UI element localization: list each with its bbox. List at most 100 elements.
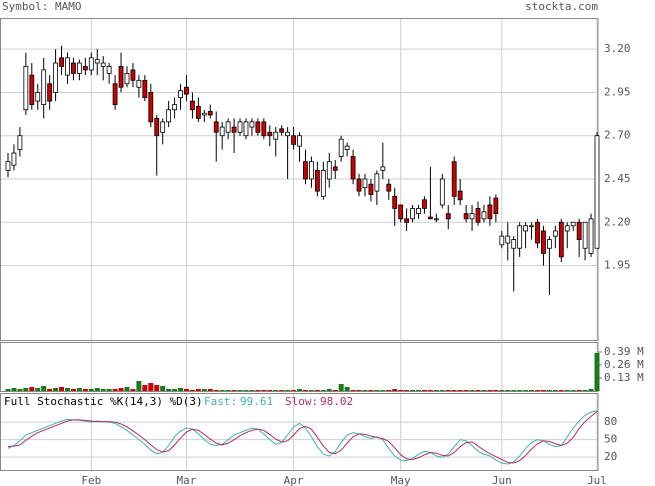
candle-body (291, 135, 296, 145)
volume-bar (291, 390, 297, 391)
candle-body (529, 225, 534, 228)
candle-body (142, 79, 148, 99)
volume-bar (172, 389, 178, 391)
y-tick-label: 50 (604, 433, 617, 446)
candle-body (178, 90, 183, 99)
candle-body (576, 221, 582, 240)
volume-bar (433, 390, 439, 391)
candle-body (172, 104, 177, 111)
stoch-title: Full Stochastic %K(14,3) %D(3) (4, 395, 203, 408)
y-tick-label: 0.13 M (604, 371, 644, 384)
volume-bar (201, 389, 207, 391)
candle-body (320, 169, 326, 197)
candle-body (547, 239, 552, 249)
candle-body (184, 86, 189, 95)
candle-body (481, 211, 487, 220)
volume-bar (267, 390, 273, 391)
candle-body (5, 161, 11, 171)
y-tick-label: 2.70 (604, 129, 631, 142)
volume-bar (106, 389, 112, 391)
volume-bar (499, 390, 505, 391)
volume-bar (505, 390, 511, 391)
volume-bar (249, 390, 255, 391)
volume-bar (558, 390, 564, 391)
candle-body (350, 156, 356, 180)
candle-body (564, 225, 570, 232)
volume-bar (47, 389, 53, 391)
volume-bar (380, 390, 386, 391)
candle-body (570, 221, 576, 227)
slow-label: Slow: (285, 395, 318, 408)
volume-bar (124, 387, 130, 391)
candle-body (386, 183, 392, 192)
candle-body (451, 161, 457, 197)
volume-bar (374, 390, 380, 391)
volume-bar (70, 389, 76, 391)
candle-body (505, 235, 511, 244)
y-tick-label: 2.95 (604, 85, 631, 98)
candle-body (404, 218, 410, 223)
candle-body (356, 178, 362, 192)
candle-body (326, 161, 332, 180)
candle-body (11, 152, 17, 166)
candle-body (439, 178, 445, 206)
candle-body (594, 135, 600, 249)
candle-body (463, 213, 469, 220)
y-tick-label: 20 (604, 450, 617, 463)
volume-bar (535, 390, 541, 391)
volume-bar (76, 388, 82, 391)
candle-body (136, 79, 142, 88)
candle-body (76, 62, 82, 74)
volume-bar (350, 390, 356, 391)
volume-bar (29, 387, 35, 391)
volume-bar (493, 390, 499, 391)
y-tick-label: 1.95 (604, 259, 631, 272)
volume-bar (64, 388, 70, 391)
candle-body (523, 225, 529, 232)
candle-body (469, 213, 475, 220)
candle-body (65, 57, 70, 76)
candle-body (267, 131, 273, 137)
volume-bar (546, 390, 552, 391)
candle-body (380, 166, 386, 171)
candle-body (23, 66, 29, 111)
candle-body (558, 221, 564, 258)
volume-bar (41, 386, 47, 391)
candle-body (29, 74, 35, 105)
candle-body (338, 138, 344, 157)
candle-body (130, 69, 136, 81)
volume-bar (100, 389, 106, 391)
volume-bar (231, 390, 237, 391)
volume-bar (59, 387, 65, 391)
volume-bar (344, 387, 350, 391)
volume-bar (475, 390, 481, 391)
x-tick-label: Apr (284, 474, 304, 486)
volume-bar (112, 389, 118, 391)
candle-body (225, 121, 231, 133)
candle-body (243, 121, 249, 137)
candle-body (517, 225, 523, 249)
volume-bar (576, 390, 582, 391)
volume-bar (517, 390, 523, 391)
volume-bar (439, 390, 445, 391)
volume-bar (136, 381, 142, 391)
candle-body (303, 161, 308, 180)
candle-body (433, 218, 439, 221)
candle-body (410, 208, 415, 220)
volume-bar (308, 390, 314, 391)
volume-bar (154, 385, 160, 391)
volume-bar (404, 390, 410, 391)
x-tick-label: Jun (492, 474, 512, 486)
symbol-label: Symbol: MAMO (2, 0, 81, 13)
volume-bar (564, 390, 570, 391)
candle-body (88, 57, 94, 71)
candle-body (499, 235, 505, 246)
candle-body (237, 121, 243, 133)
candle-body (71, 62, 76, 74)
volume-bar (261, 390, 267, 391)
volume-bar (225, 390, 231, 391)
volume-bar (178, 388, 184, 391)
candle-body (41, 69, 47, 105)
y-tick-label: 3.20 (604, 42, 631, 55)
